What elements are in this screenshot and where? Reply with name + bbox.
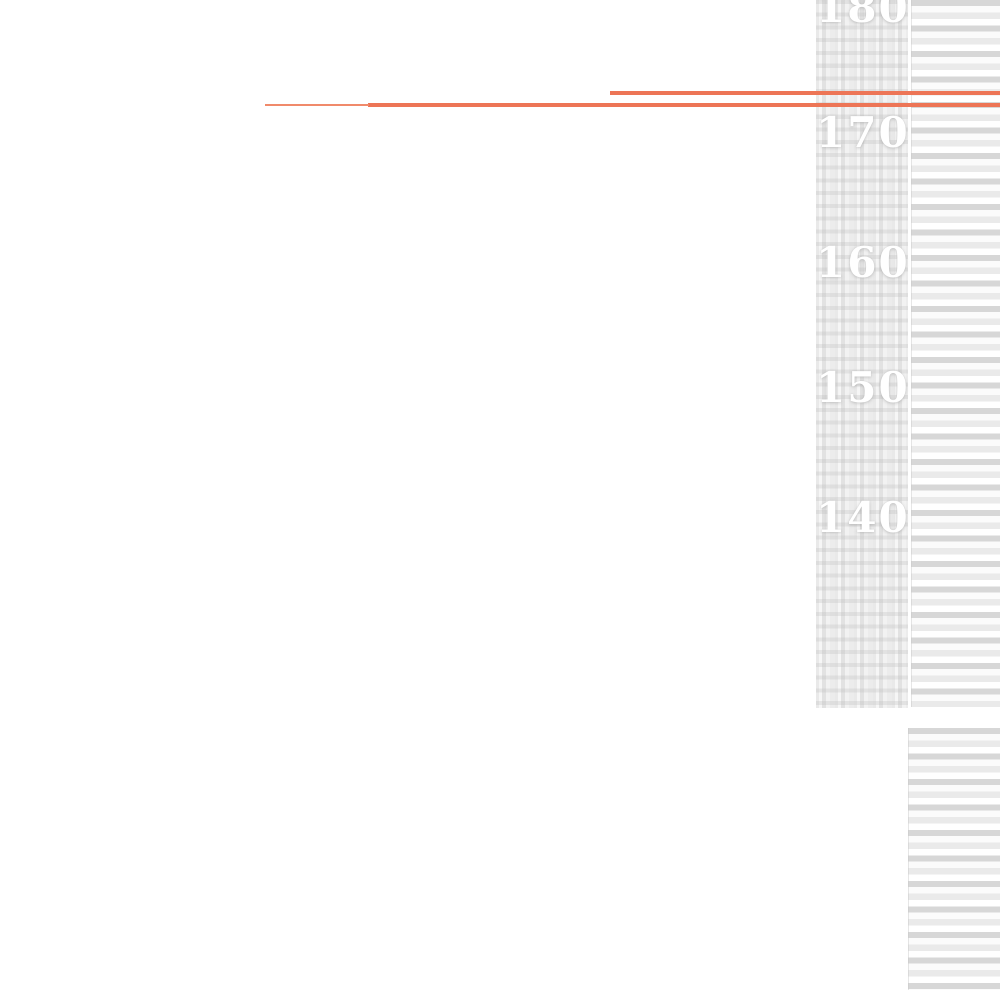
height-ruler-major-scale: 180 170 160 150 140 (816, 0, 908, 708)
ruler-fine-tick-band-upper (911, 0, 1000, 707)
ruler-label-150: 150 (816, 363, 910, 412)
height-indicator-line-lower[interactable] (368, 103, 1000, 107)
height-indicator-line-lower-thin-extension (265, 104, 369, 106)
ruler-label-140: 140 (816, 493, 910, 542)
ruler-fine-tick-band-lower (908, 728, 1000, 990)
ruler-label-170: 170 (816, 108, 910, 157)
ruler-label-160: 160 (816, 238, 910, 287)
ruler-label-180: 180 (816, 0, 910, 32)
height-indicator-line-upper[interactable] (610, 91, 1000, 95)
